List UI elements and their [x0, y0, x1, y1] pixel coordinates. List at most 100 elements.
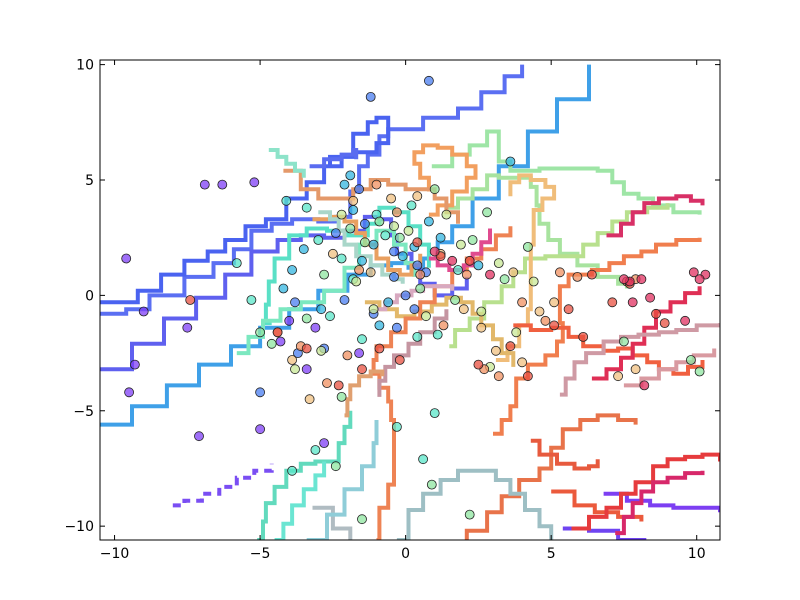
data-point-1-10	[255, 424, 266, 435]
data-point-8-8	[415, 269, 426, 280]
data-point-5-21	[686, 355, 696, 365]
data-point-5-4	[319, 269, 330, 280]
x-tick-label: 0	[401, 546, 410, 562]
data-point-7-2	[304, 394, 315, 405]
data-point-5-17	[357, 514, 367, 525]
data-point-6-14	[528, 276, 539, 287]
data-point-5-3	[301, 313, 312, 324]
boundary-line-31	[377, 309, 449, 397]
data-point-4-15	[453, 265, 463, 275]
y-tick-label: 5	[85, 173, 94, 189]
data-point-10-1	[429, 246, 440, 257]
data-point-8-13	[517, 297, 527, 308]
data-point-3-16	[473, 260, 484, 271]
data-point-3-10	[397, 251, 408, 262]
data-point-7-11	[490, 345, 501, 356]
data-point-5-10	[415, 283, 426, 294]
data-point-5-9	[394, 232, 405, 243]
data-point-9-17	[607, 297, 618, 308]
data-point-1-16	[354, 348, 365, 359]
data-point-7-14	[534, 306, 545, 317]
data-point-6-6	[389, 221, 399, 232]
data-point-6-11	[476, 306, 487, 317]
decision-boundaries	[100, 64, 720, 540]
data-point-5-20	[523, 241, 533, 252]
data-point-1-13	[301, 364, 312, 375]
boundary-line-15	[412, 143, 478, 217]
y-tick-labels: −10 −5 0 5 10	[64, 58, 94, 536]
data-point-1-8	[217, 179, 228, 190]
data-point-5-22	[694, 366, 705, 377]
data-point-4-12	[406, 200, 417, 211]
data-point-2-9	[389, 246, 399, 257]
boundary-line-27	[615, 470, 705, 536]
data-point-3-6	[348, 205, 359, 215]
boundary-line-9	[236, 228, 417, 356]
boundary-line-37	[274, 461, 327, 540]
x-tick-label: 10	[688, 546, 706, 562]
data-point-3-14	[374, 320, 385, 331]
data-point-2-3	[290, 297, 300, 308]
data-point-3-17	[505, 156, 516, 167]
boundary-line-17	[283, 168, 460, 224]
data-point-8-7	[391, 207, 402, 218]
data-point-3-8	[368, 239, 379, 250]
y-tick-label: −5	[73, 404, 94, 420]
data-point-10-11	[627, 297, 638, 308]
data-point-9-6	[374, 343, 385, 354]
data-point-2-6	[354, 184, 365, 195]
boundary-line-41	[268, 148, 306, 178]
data-point-10-7	[688, 267, 699, 278]
data-point-7-7	[412, 191, 423, 202]
boundary-line-33	[396, 468, 554, 540]
data-point-5-5	[336, 391, 347, 402]
boundary-line-26	[606, 194, 705, 238]
axis-ticks	[100, 60, 720, 540]
data-point-1-14	[310, 322, 321, 333]
data-point-5-19	[464, 509, 475, 520]
data-point-2-18	[339, 295, 350, 305]
x-tick-label: −10	[100, 546, 130, 562]
data-point-4-5	[313, 235, 324, 245]
data-point-8-16	[572, 271, 583, 282]
data-point-8-15	[555, 267, 565, 278]
data-point-1-1	[121, 253, 132, 264]
data-point-9-19	[651, 308, 661, 319]
data-point-6-8	[421, 311, 431, 322]
data-point-2-10	[389, 271, 399, 282]
data-point-5-12	[450, 295, 461, 305]
data-point-6-10	[455, 239, 466, 250]
data-point-1-4	[138, 306, 149, 317]
data-point-3-2	[287, 265, 298, 275]
data-point-4-9	[357, 334, 367, 345]
data-point-1-15	[319, 438, 330, 449]
y-tick-label: 0	[85, 288, 94, 304]
data-point-5-11	[429, 184, 440, 195]
data-point-6-5	[368, 304, 379, 315]
data-point-10-3	[485, 269, 495, 280]
data-point-5-18	[426, 479, 437, 490]
data-point-9-4	[333, 380, 344, 391]
data-point-3-7	[357, 255, 367, 266]
data-point-9-15	[563, 304, 574, 315]
x-tick-label: 5	[547, 546, 556, 562]
boundary-line-29	[559, 323, 720, 397]
data-point-9-2	[272, 327, 283, 338]
data-point-8-3	[322, 378, 332, 389]
data-point-1-7	[199, 179, 210, 190]
data-point-8-5	[354, 265, 365, 275]
boundary-line-25	[591, 286, 702, 381]
data-point-1-12	[284, 315, 295, 326]
boundary-line-28	[428, 228, 492, 272]
data-point-4-17	[310, 445, 321, 455]
data-point-1-6	[194, 431, 204, 442]
data-point-8-10	[461, 269, 472, 280]
data-point-8-9	[438, 320, 449, 331]
boundary-line-5	[172, 463, 274, 508]
data-point-9-8	[412, 237, 423, 248]
data-point-6-4	[351, 276, 362, 287]
data-point-3-3	[298, 244, 309, 255]
data-point-2-8	[365, 92, 376, 102]
